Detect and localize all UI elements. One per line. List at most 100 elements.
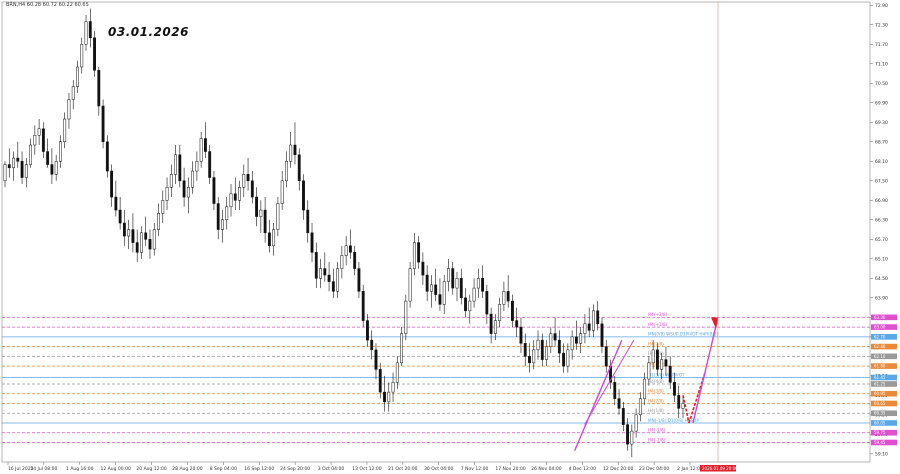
candle [493,314,497,341]
y-tick-label: 65.70 [875,237,888,243]
level-label: H4(-2/8) [648,437,666,442]
candle [451,262,455,295]
candle [378,362,382,399]
candle [212,171,216,211]
candle [395,356,399,389]
y-tick-label: 71.70 [875,42,888,48]
candle [600,317,604,354]
candle [259,200,263,233]
level-label: H4(1/8) [648,408,664,413]
candle [417,236,421,269]
candle [250,171,254,204]
candle [336,262,340,298]
candle [468,294,472,324]
y-tick-label: 69.90 [875,100,888,106]
y-tick-label: 67.50 [875,178,888,184]
svg-text:63.30: 63.30 [874,315,886,320]
x-tick-label: 3 Oct 04:00 [318,466,345,472]
candle [348,229,352,259]
candle [357,262,361,298]
price-badge: 61.25 [871,381,897,387]
candle [515,307,519,337]
x-tick-label: 8 Sep 04:00 [210,466,237,472]
candle [280,171,284,211]
candle [366,314,369,347]
candle [71,80,75,110]
candle [105,135,109,178]
price-badge: 62.70 [871,334,897,340]
candle [549,327,553,354]
candle [63,112,67,149]
candle [442,275,446,315]
channel-lower [574,339,623,451]
level-label: MN(0/8) WSUP D1PIVOT H4R(8/8) [648,332,719,337]
candle [498,297,502,328]
price-badge: 60.65 [871,400,897,407]
candle [557,330,561,363]
candle [425,265,429,302]
candle [41,122,45,159]
candle [80,37,84,74]
svg-text:60.65: 60.65 [874,401,886,406]
candle [135,229,139,263]
candle [174,145,177,185]
price-badge: 63.30 [871,314,897,321]
candle [545,340,548,367]
y-tick-label: 72.30 [875,22,888,28]
candle [101,99,105,149]
level-label: H4(3/8) [648,389,664,394]
candle [383,375,386,412]
candle [668,356,672,389]
candle [655,343,659,376]
candle [587,307,591,337]
candle [310,223,314,263]
candle [540,333,544,367]
x-tick-label: 12 Dec 20:00 [603,466,633,472]
candle [314,242,318,289]
price-badge: 59.75 [871,429,897,436]
candle [604,340,608,373]
candle [182,167,186,207]
candle [331,268,335,298]
level-label: MN(-1/8) D1(0/8) H4SUP [648,418,699,423]
x-tick-label: 16 Sep 12:00 [244,466,274,472]
svg-text:62.70: 62.70 [874,334,886,339]
x-tick-label: 26 Nov 04:00 [531,466,561,472]
y-tick-label: 64.50 [875,276,888,282]
y-tick-label: 71.10 [875,61,888,67]
candle [285,151,288,188]
candle [643,372,647,406]
candle [161,190,165,224]
candle [502,281,506,311]
candle [344,236,348,266]
price-badge: 59.45 [871,439,897,446]
candle [302,174,305,220]
candle [76,60,79,94]
y-tick-label: 66.90 [875,198,888,204]
candle [630,424,634,458]
candle [186,177,190,214]
candle [506,275,510,308]
y-tick-label: 69.30 [875,120,888,126]
x-tick-label: 17 Nov 20:00 [495,466,525,472]
candle [3,161,7,188]
candle [238,180,241,211]
candle [647,356,651,386]
candle [677,385,681,419]
candle [579,327,583,354]
candle [660,353,664,380]
candle [67,93,71,129]
candle [391,372,395,402]
candle [596,301,600,331]
x-tick-label: 2 Jan 12:00 [677,466,703,472]
candle [127,219,131,250]
svg-text:59.75: 59.75 [874,430,886,435]
x-tick-label: 23 Dec 04:00 [639,466,669,472]
x-tick-label: 7 Nov 12:00 [461,466,489,472]
candle [24,158,28,188]
candle [592,304,595,337]
candle [681,395,685,419]
candle [12,151,15,181]
